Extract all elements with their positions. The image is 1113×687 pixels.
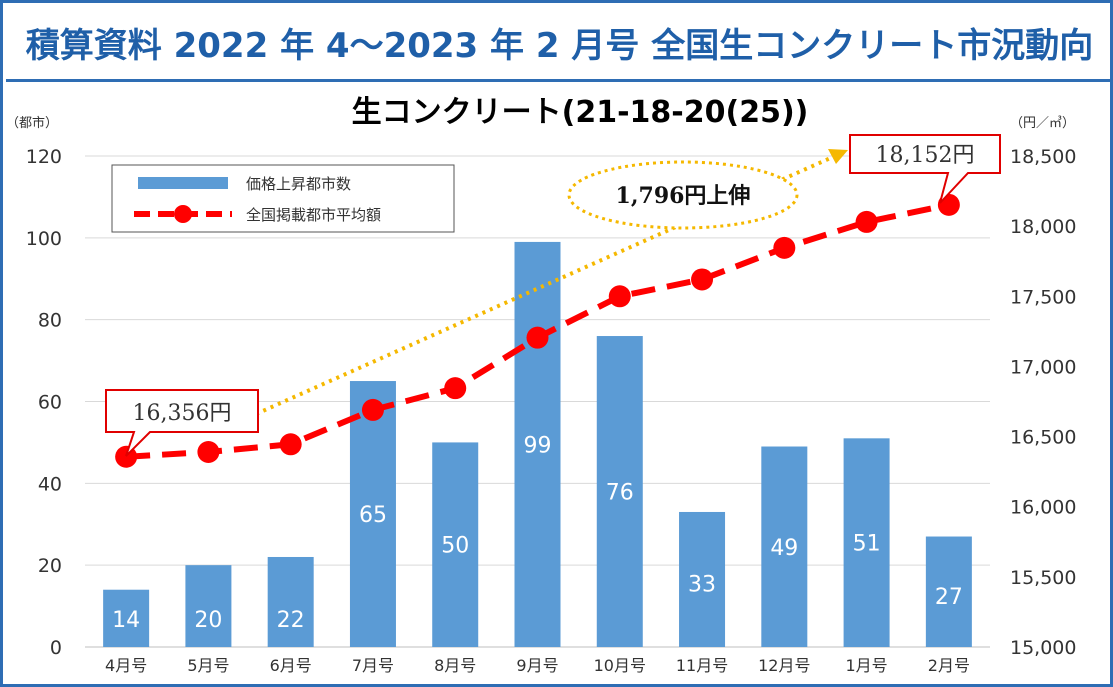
line-point: [279, 433, 302, 456]
legend-bar-swatch: [138, 177, 228, 189]
right-axis-unit: （円／㎥）: [1010, 116, 1075, 131]
bar: [679, 511, 726, 647]
line-point: [444, 377, 467, 400]
legend-line-label: 全国掲載都市平均額: [246, 206, 381, 224]
legend-box: [111, 164, 455, 233]
start-callout-box: [105, 389, 259, 457]
end-callout: 18,152円: [849, 134, 1001, 204]
category-tick: 4月号: [105, 656, 147, 675]
end-callout-box: [849, 134, 1001, 204]
category-tick: 7月号: [352, 656, 394, 675]
legend: 価格上昇都市数 全国掲載都市平均額: [111, 164, 455, 233]
bar-label: 76: [606, 481, 634, 506]
title-banner: 積算資料 2022 年 4～2023 年 2 月号 全国生コンクリート市況動向: [6, 6, 1113, 82]
bar: [596, 336, 643, 647]
right-axis-tick: 18,500: [1010, 146, 1076, 168]
bar: [185, 565, 232, 647]
bar-label: 33: [688, 572, 716, 597]
line-point: [361, 398, 384, 421]
line-point: [608, 285, 631, 308]
bar: [925, 536, 972, 647]
bar-label: 65: [359, 503, 387, 528]
right-axis-tick: 17,500: [1010, 286, 1076, 308]
bar-labels: 14 20 22 65 50 99 76 33 49 51 27: [112, 433, 963, 633]
category-tick: 12月号: [758, 656, 810, 675]
bar-series: [103, 241, 972, 648]
bar: [761, 446, 808, 647]
bar: [103, 589, 150, 647]
right-axis-tick: 15,000: [1010, 637, 1076, 659]
end-callout-text: 18,152円: [876, 143, 975, 168]
legend-bar-label: 価格上昇都市数: [246, 175, 351, 193]
rise-annotation: 1,796円上伸: [255, 149, 848, 416]
category-tick: 9月号: [516, 656, 558, 675]
category-tick: 11月号: [676, 656, 728, 675]
category-tick: 5月号: [187, 656, 229, 675]
left-axis-tick: 80: [38, 310, 62, 332]
category-tick: 8月号: [434, 656, 476, 675]
category-ticks: 4月号 5月号 6月号 7月号 8月号 9月号 10月号 11月号 12月号 1月号 2月号: [105, 656, 970, 675]
left-axis-tick: 120: [26, 146, 62, 168]
left-axis-tick: 40: [38, 473, 62, 495]
right-axis-tick: 15,500: [1010, 567, 1076, 589]
chart-title: 生コンクリート(21-18-20(25)): [352, 95, 809, 130]
rise-arrowhead: [828, 149, 848, 164]
bar: [514, 241, 561, 648]
bar: [267, 556, 314, 647]
rise-label: 1,796円上伸: [616, 183, 751, 209]
bar: [349, 381, 396, 647]
category-tick: 2月号: [928, 656, 970, 675]
left-axis-tick: 60: [38, 392, 62, 414]
bar: [843, 438, 890, 647]
bar-label: 99: [524, 433, 552, 458]
left-axis-unit: （都市）: [6, 115, 58, 131]
bar-label: 51: [853, 532, 881, 557]
bar: [432, 442, 479, 647]
start-callout: 16,356円: [105, 389, 259, 457]
legend-line-marker: [174, 205, 192, 223]
line-point: [773, 236, 796, 259]
line-point: [197, 441, 220, 464]
page-title: 積算資料 2022 年 4～2023 年 2 月号 全国生コンクリート市況動向: [25, 26, 1094, 66]
rise-ellipse: [567, 160, 799, 230]
line-series: [115, 193, 960, 468]
bar-label: 50: [441, 534, 469, 559]
bar-label: 14: [112, 608, 140, 633]
left-axis-tick: 100: [26, 228, 62, 250]
bar-label: 49: [770, 536, 798, 561]
line-point: [526, 326, 549, 349]
bar-label: 27: [935, 585, 963, 610]
right-axis-tick: 18,000: [1010, 216, 1076, 238]
line-point: [691, 268, 714, 291]
category-tick: 1月号: [845, 656, 887, 675]
line-point: [855, 210, 878, 233]
left-axis-ticks: 0 20 40 60 80 100 120: [26, 146, 62, 659]
category-tick: 10月号: [594, 656, 646, 675]
left-axis-tick: 20: [38, 555, 62, 577]
right-axis-tick: 16,500: [1010, 427, 1076, 449]
left-axis-tick: 0: [50, 637, 62, 659]
bar-label: 22: [277, 608, 305, 633]
start-callout-text: 16,356円: [133, 401, 232, 426]
right-axis-tick: 16,000: [1010, 497, 1076, 519]
category-tick: 6月号: [270, 656, 312, 675]
right-axis-ticks: 15,000 15,500 16,000 16,500 17,000 17,500 18,0…: [1010, 146, 1076, 659]
right-axis-tick: 17,000: [1010, 356, 1076, 378]
bar-label: 20: [194, 608, 222, 633]
